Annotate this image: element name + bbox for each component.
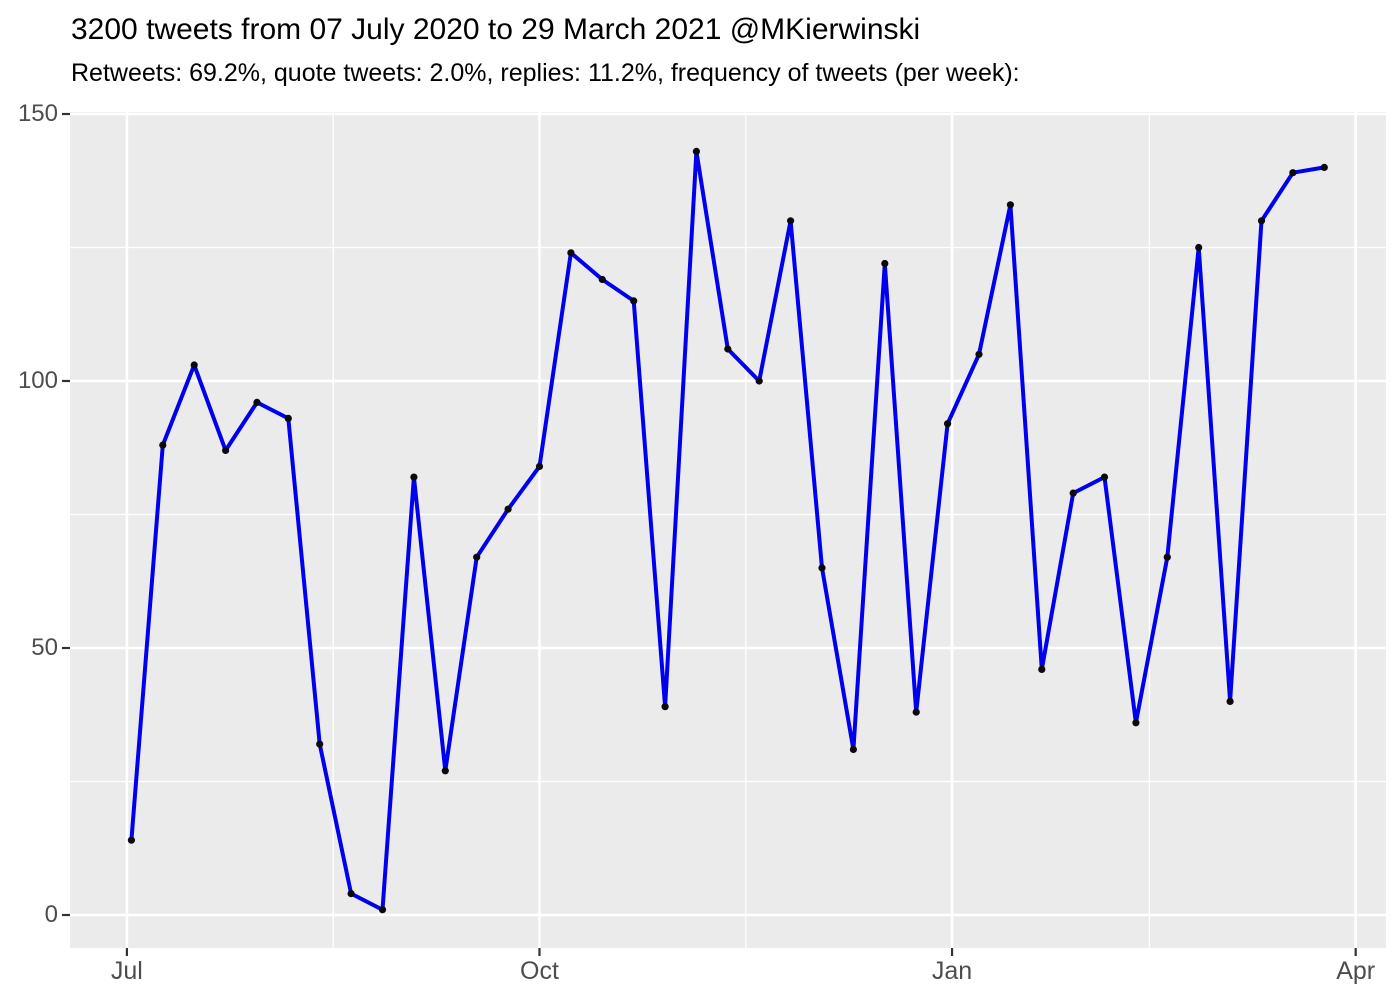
- data-point: [1132, 719, 1140, 727]
- x-axis-tick-label: Jan: [931, 957, 973, 985]
- data-point: [598, 275, 606, 284]
- data-point: [1069, 489, 1077, 497]
- data-point: [881, 259, 889, 268]
- data-point: [1289, 169, 1297, 177]
- data-point: [1006, 201, 1015, 209]
- data-point: [944, 420, 952, 428]
- data-point: [1226, 697, 1234, 706]
- data-point: [284, 414, 292, 422]
- data-point: [222, 446, 230, 454]
- chart-subtitle: Retweets: 69.2%, quote tweets: 2.0%, rep…: [71, 59, 1020, 87]
- data-point: [1038, 665, 1046, 674]
- y-axis-tick-label: 150: [17, 100, 58, 127]
- data-point: [787, 217, 795, 225]
- data-point: [1257, 217, 1266, 225]
- x-axis-tick-label: Jul: [110, 957, 143, 985]
- chart-title: 3200 tweets from 07 July 2020 to 29 Marc…: [71, 13, 921, 46]
- data-point: [535, 462, 544, 470]
- data-point: [692, 147, 701, 155]
- y-axis-tick-label: 100: [17, 367, 58, 394]
- data-point: [755, 377, 763, 385]
- y-axis-tick-label: 50: [31, 634, 58, 661]
- data-point: [567, 249, 575, 257]
- data-point: [912, 708, 920, 716]
- data-point: [1163, 553, 1171, 561]
- data-point: [1100, 473, 1109, 481]
- data-point: [410, 473, 418, 481]
- x-axis-tick-label: Oct: [520, 957, 559, 985]
- data-point: [975, 350, 983, 358]
- data-point: [818, 564, 826, 572]
- x-axis-tick-label: Apr: [1336, 957, 1376, 985]
- data-point: [441, 767, 449, 775]
- data-point: [1320, 163, 1328, 171]
- data-point: [378, 906, 387, 914]
- data-point: [253, 398, 261, 406]
- plot-panel: [70, 112, 1386, 948]
- data-point: [159, 441, 167, 449]
- data-point: [724, 345, 732, 353]
- data-point: [190, 361, 198, 369]
- data-point: [661, 703, 669, 711]
- data-point: [504, 505, 512, 513]
- data-point: [849, 745, 858, 754]
- data-point: [316, 740, 324, 748]
- y-axis-tick-label: 0: [44, 901, 58, 928]
- data-point: [630, 297, 638, 305]
- data-point: [1195, 243, 1203, 252]
- data-point: [347, 890, 355, 898]
- data-point: [473, 553, 481, 561]
- data-point: [127, 836, 135, 844]
